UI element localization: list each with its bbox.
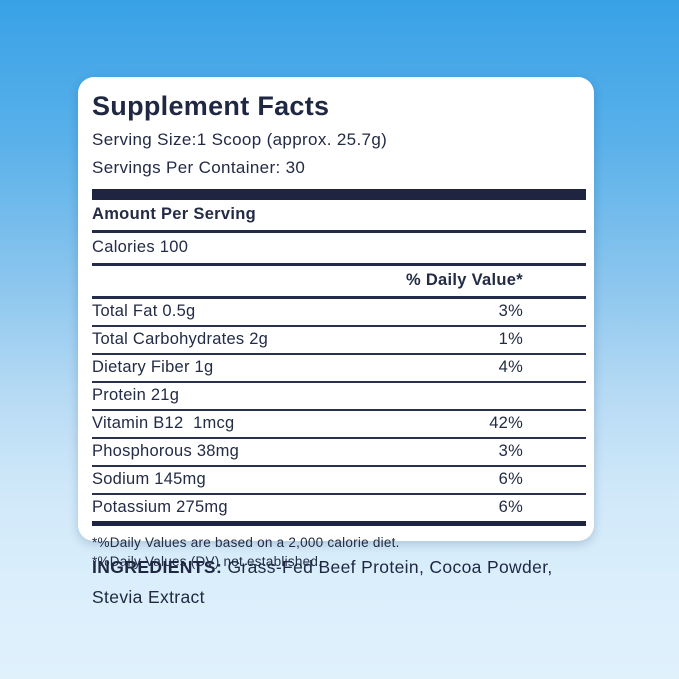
- nutrient-row-total-fat: Total Fat 0.5g 3%: [92, 299, 586, 325]
- nutrient-daily-value: 1%: [498, 330, 523, 348]
- ingredients-list: Grass-Fed Beef Protein, Cocoa Powder, St…: [92, 557, 553, 607]
- footnotes: *%Daily Values are based on a 2,000 calo…: [92, 533, 586, 571]
- divider: [92, 381, 586, 383]
- footnote-daily-values: *%Daily Values are based on a 2,000 calo…: [92, 535, 400, 550]
- nutrient-daily-value: 3%: [498, 302, 523, 320]
- nutrient-daily-value: 3%: [498, 442, 523, 460]
- nutrient-row-phosphorous: Phosphorous 38mg 3%: [92, 439, 586, 465]
- divider: [92, 465, 586, 467]
- divider: [92, 409, 586, 411]
- supplement-facts-panel: Supplement Facts Serving Size:1 Scoop (a…: [78, 77, 594, 569]
- divider: [92, 325, 586, 327]
- nutrient-row-potassium: Potassium 275mg 6%: [92, 495, 586, 521]
- divider: [92, 493, 586, 495]
- divider: [92, 263, 586, 266]
- divider: [92, 437, 586, 439]
- amount-per-serving-header: Amount Per Serving: [92, 205, 257, 223]
- nutrient-label: Sodium 145mg: [92, 470, 206, 488]
- ingredients-text: INGREDIENTS: Grass-Fed Beef Protein, Coc…: [92, 552, 592, 612]
- nutrient-label: Total Carbohydrates 2g: [92, 330, 269, 348]
- nutrient-row-protein: Protein 21g: [92, 383, 586, 409]
- nutrient-daily-value: 4%: [498, 358, 523, 376]
- nutrient-row-dietary-fiber: Dietary Fiber 1g 4%: [92, 355, 586, 381]
- nutrient-label: Vitamin B12 1mcg: [92, 414, 235, 432]
- servings-per-container: Servings Per Container: 30: [92, 158, 306, 177]
- serving-size: Serving Size:1 Scoop (approx. 25.7g): [92, 130, 388, 149]
- section-bar: [92, 189, 586, 200]
- nutrient-daily-value: 6%: [498, 470, 523, 488]
- nutrient-label: Phosphorous 38mg: [92, 442, 240, 460]
- nutrient-row-total-carbohydrates: Total Carbohydrates 2g 1%: [92, 327, 586, 353]
- daily-value-header: % Daily Value*: [405, 271, 523, 289]
- nutrient-row-vitamin-b12: Vitamin B12 1mcg 42%: [92, 411, 586, 437]
- nutrient-label: Dietary Fiber 1g: [92, 358, 214, 376]
- ingredients-heading: INGREDIENTS:: [92, 557, 223, 577]
- nutrient-label: Potassium 275mg: [92, 498, 228, 516]
- nutrient-label: Total Fat 0.5g: [92, 302, 196, 320]
- nutrient-daily-value: 42%: [489, 414, 523, 432]
- nutrient-label: Protein 21g: [92, 386, 180, 404]
- divider: [92, 296, 586, 299]
- calories-row: Calories 100: [92, 238, 189, 256]
- nutrient-row-sodium: Sodium 145mg 6%: [92, 467, 586, 493]
- divider: [92, 230, 586, 233]
- section-bar-bottom: [92, 521, 586, 526]
- panel-title: Supplement Facts: [92, 91, 330, 121]
- divider: [92, 353, 586, 355]
- nutrient-daily-value: 6%: [498, 498, 523, 516]
- footnote-dv-not-established: *%Daily Values (DV) not established.: [92, 554, 323, 569]
